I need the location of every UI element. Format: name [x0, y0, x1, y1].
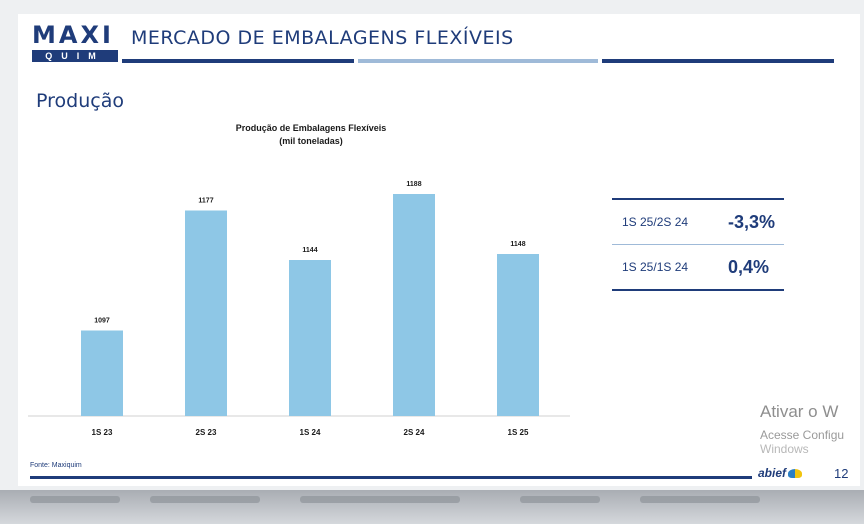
section-title: Produção: [36, 90, 124, 112]
chart-subtitle: (mil toneladas): [279, 136, 343, 146]
x-tick-label: 1S 23: [92, 428, 113, 437]
data-label: 1148: [510, 241, 525, 248]
bar-1s-24: [289, 260, 331, 416]
taskbar-item[interactable]: [520, 496, 600, 503]
logo-top-text: MAXI: [32, 21, 114, 49]
slide-title: MERCADO DE EMBALAGENS FLEXÍVEIS: [131, 27, 514, 49]
kpi-value: 0,4%: [728, 256, 770, 277]
kpi-table: 1S 25/2S 24 -3,3% 1S 25/1S 24 0,4%: [612, 198, 784, 291]
data-label: 1188: [406, 181, 421, 188]
abief-logo-text: abief: [758, 466, 787, 480]
abief-logo: abief: [758, 466, 803, 480]
header-rule-light: [358, 59, 598, 63]
header-rule-dark-right: [602, 59, 834, 63]
kpi-value: -3,3%: [728, 211, 776, 232]
windows-activation-watermark: Ativar o W: [760, 402, 839, 421]
taskbar-item[interactable]: [640, 496, 760, 503]
x-tick-label: 2S 23: [196, 428, 217, 437]
chart-title: Produção de Embalagens Flexíveis: [236, 123, 387, 133]
kpi-label: 1S 25/2S 24: [622, 215, 689, 229]
bar-2s-24: [393, 194, 435, 416]
kpi-rule: [612, 198, 784, 200]
data-label: 1177: [198, 198, 213, 205]
bar-1s-25: [497, 254, 539, 416]
kpi-row: 1S 25/2S 24 -3,3%: [612, 200, 784, 244]
header-rule-dark: [122, 59, 354, 63]
abief-logo-mark-icon: [788, 469, 803, 479]
x-tick-label: 1S 24: [300, 428, 321, 437]
data-label: 1097: [94, 318, 110, 325]
taskbar-item[interactable]: [30, 496, 120, 503]
page-number: 12: [834, 466, 849, 481]
data-label: 1144: [302, 247, 317, 254]
bar-2s-23: [185, 210, 227, 416]
taskbar-item[interactable]: [150, 496, 260, 503]
kpi-rule: [612, 244, 784, 245]
windows-activation-subtext: Acesse Configu: [760, 428, 845, 442]
x-tick-label: 1S 25: [508, 428, 529, 437]
bar-1s-23: [81, 330, 123, 416]
taskbar-item[interactable]: [300, 496, 460, 503]
footer-rule: [30, 476, 752, 479]
source-note: Fonte: Maxiquim: [30, 462, 82, 469]
taskbar[interactable]: [0, 490, 864, 524]
slide: MAXI QUIM MERCADO DE EMBALAGENS FLEXÍVEI…: [18, 14, 860, 486]
logo-bottom-text: QUIM: [32, 50, 118, 62]
maxiquim-logo: MAXI QUIM: [32, 22, 118, 62]
production-bar-chart: Produção de Embalagens Flexíveis (mil to…: [28, 123, 570, 437]
kpi-row: 1S 25/1S 24 0,4%: [612, 245, 784, 289]
kpi-rule: [612, 289, 784, 291]
x-tick-label: 2S 24: [404, 428, 425, 437]
kpi-label: 1S 25/1S 24: [622, 260, 689, 274]
windows-activation-subtext-2: Windows: [760, 442, 809, 456]
bars-layer: 1097 1S 23 1177 2S 23 1144 1S 24 1188 2S 24 1148…: [81, 181, 539, 437]
